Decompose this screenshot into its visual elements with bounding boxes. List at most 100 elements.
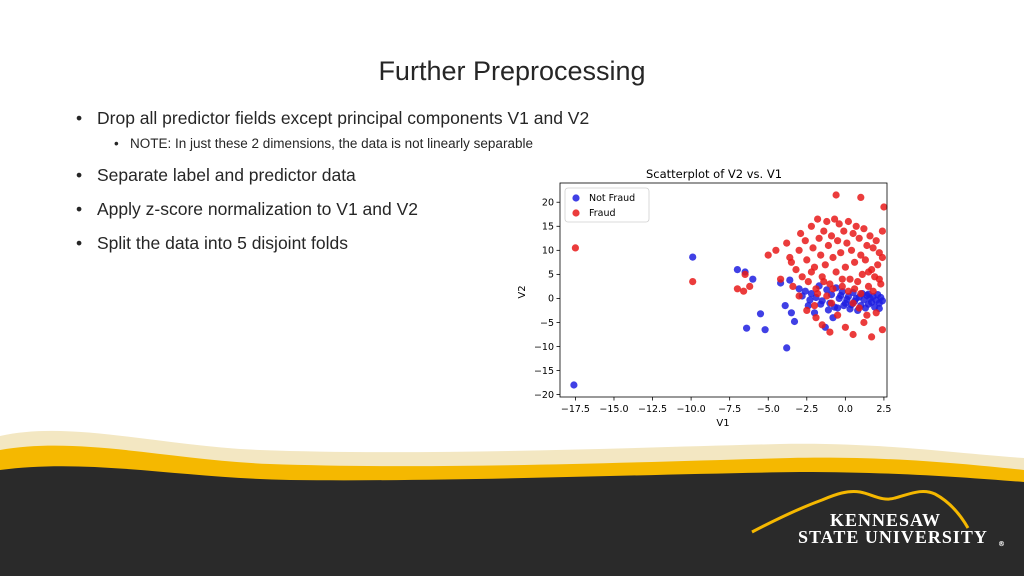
scatter-point [803, 256, 811, 264]
x-tick-label: −15.0 [599, 404, 628, 415]
scatter-point [814, 290, 822, 298]
scatter-point [764, 251, 772, 259]
scatter-point [878, 253, 886, 262]
scatter-point [849, 299, 857, 307]
scatter-chart: Scatterplot of V2 vs. V1 −17.5 −15.0 −12.5… [517, 167, 891, 429]
registered-mark: ® [998, 540, 1006, 548]
chart-title: Scatterplot of V2 vs. V1 [646, 167, 782, 181]
scatter-point [746, 282, 754, 290]
scatter-point [860, 225, 868, 233]
y-tick-label: −15 [534, 366, 554, 377]
scatter-point [823, 217, 831, 226]
y-tick-label: 5 [548, 270, 554, 281]
x-axis-label: V1 [716, 418, 729, 429]
y-tick-label: 20 [542, 198, 554, 209]
scatter-point [756, 310, 765, 318]
scatter-point [831, 215, 839, 223]
scatter-point [807, 222, 815, 230]
scatter-point [875, 275, 883, 283]
scatter-point [801, 287, 809, 295]
scatter-point [860, 318, 868, 327]
slide-title: Further Preprocessing [378, 56, 646, 86]
legend-label-fraud: Fraud [589, 208, 616, 219]
scatter-point [818, 321, 826, 329]
x-tick-label: 2.5 [876, 404, 891, 415]
bullet-split-folds: Split the data into 5 disjoint folds [76, 231, 716, 255]
scatter-point [868, 333, 876, 341]
scatter-point [783, 344, 791, 352]
scatter-point [844, 217, 852, 226]
ksu-logo: KENNESAW STATE UNIVERSITY ® [798, 510, 1008, 550]
scatter-point [834, 237, 842, 245]
scatter-point [866, 232, 874, 240]
scatter-point [843, 295, 851, 303]
legend: Not Fraud Fraud [564, 187, 650, 223]
footer-dark-band [0, 466, 1024, 576]
scatter-point [804, 278, 812, 286]
bullet-list: Drop all predictor fields except princip… [76, 106, 716, 265]
scatter-point [795, 285, 803, 293]
scatter-point [810, 302, 819, 310]
scatter-point [841, 263, 849, 271]
scatter-point [855, 304, 863, 312]
scatter-point [827, 232, 836, 240]
scatter-point [824, 241, 832, 250]
scatter-point [749, 275, 757, 283]
bullet-note-not-separable: NOTE: In just these 2 dimensions, the da… [114, 134, 716, 154]
scatter-point [878, 227, 886, 235]
y-axis-label: V2 [517, 285, 528, 298]
scatter-point [851, 258, 859, 266]
x-tick-label: −12.5 [638, 404, 667, 415]
scatter-point [814, 215, 822, 223]
y-tick-label: 10 [542, 246, 554, 257]
scatter-point [772, 246, 780, 254]
scatter-point [740, 287, 748, 295]
scatter-point [837, 249, 845, 257]
x-tick-label: −10.0 [677, 404, 706, 415]
scatter-point [741, 270, 749, 278]
scatter-point [872, 237, 880, 245]
x-tick-label: −2.5 [795, 404, 818, 415]
scatter-point [571, 244, 579, 252]
bullet-zscore: Apply z-score normalization to V1 and V2 [76, 197, 716, 221]
scatter-point [864, 282, 873, 290]
scatter-point [824, 306, 832, 314]
scatter-point [829, 253, 837, 262]
scatter-point [801, 237, 809, 245]
scatter-point [849, 229, 857, 238]
points-layer [570, 191, 888, 389]
legend-marker-not-fraud [572, 194, 580, 202]
scatter-point [761, 326, 769, 334]
scatter-point [827, 299, 836, 307]
logo-text-state-university: STATE UNIVERSITY [798, 527, 988, 547]
scatter-point [832, 268, 840, 276]
scatter-point [841, 323, 849, 331]
x-ticks: −17.5 −15.0 −12.5 −10.0 −7.5 −5.0 −2.5 0.0 2.5 [561, 397, 891, 415]
scatter-point [858, 270, 866, 278]
scatter-point [798, 273, 806, 281]
bullet-drop-fields: Drop all predictor fields except princip… [76, 106, 716, 130]
scatter-point [835, 220, 843, 228]
scatter-point [781, 302, 789, 310]
scatter-point [857, 251, 865, 259]
y-tick-label: −10 [534, 342, 554, 353]
scatter-point [880, 203, 888, 211]
scatter-point [864, 268, 873, 276]
scatter-point [786, 276, 794, 284]
scatter-point [834, 311, 842, 319]
scatter-point [851, 285, 859, 293]
scatter-point [820, 278, 828, 286]
scatter-point [733, 285, 741, 293]
plot-frame [559, 182, 888, 398]
scatter-point [795, 246, 803, 254]
mountain-logo-icon [751, 490, 970, 534]
scatter-point [743, 324, 751, 332]
scatter-point [847, 246, 856, 254]
scatter-point [829, 285, 837, 293]
scatter-point [863, 311, 871, 319]
scatter-point [797, 229, 805, 238]
scatter-point [872, 309, 880, 317]
scatter-point [820, 227, 828, 235]
scatter-point [795, 292, 803, 300]
